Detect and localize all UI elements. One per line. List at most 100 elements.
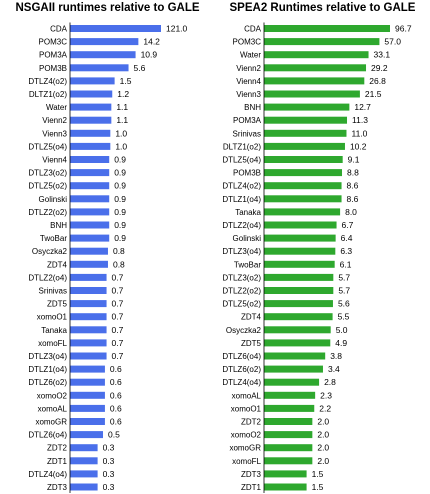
bar [70,260,108,268]
value-label: 0.8 [113,246,125,256]
category-label: ZDT3 [241,470,262,479]
value-label: 0.6 [110,377,122,387]
value-label: 8.6 [347,181,359,191]
bar [264,142,345,150]
bar [264,90,360,98]
category-label: ZDT2 [241,418,262,427]
nsgaii-chart-panel: NSGAII runtimes relative to GALE CDA 121.… [15,2,200,493]
category-label: xomoGR [35,418,67,427]
bar [70,64,129,72]
bar [70,90,113,98]
category-label: DTLZ5(o2) [28,182,67,191]
category-label: xomoO2 [231,431,262,440]
bar [264,313,333,321]
value-label: 0.7 [112,286,124,296]
bar [264,208,341,216]
bar [70,25,161,32]
category-label: ZDT3 [47,483,68,492]
bar [264,287,334,294]
value-label: 5.7 [338,272,350,282]
value-label: 6.7 [342,220,354,230]
category-label: DTLZ4(o4) [28,470,67,479]
category-label: DTLZ4(o2) [28,77,67,86]
bar [264,182,342,190]
category-label: DTLZ1(o4) [222,195,261,204]
bar [70,247,108,255]
category-label: xomoAL [232,391,262,400]
category-label: ZDT1 [47,457,68,466]
category-label: DTLZ2(o2) [222,287,261,296]
value-label: 0.6 [110,364,122,374]
category-label: DTLZ2(o2) [28,208,67,217]
bar [70,129,111,137]
bar [264,365,323,373]
value-label: 2.0 [317,430,329,440]
category-label: DTLZ6(o4) [28,431,67,440]
category-label: Vienn3 [236,90,261,99]
category-label: Osyczka2 [32,247,68,256]
value-label: 0.9 [114,194,126,204]
category-label: DTLZ6(o4) [222,352,261,361]
category-label: Tanaka [235,208,261,217]
value-label: 0.9 [114,181,126,191]
bar [264,25,390,32]
value-label: 11.3 [352,115,368,125]
category-label: Tanaka [41,326,67,335]
bar [264,51,369,59]
bar [264,352,326,360]
value-label: 5.5 [338,312,350,322]
value-label: 6.4 [341,233,353,243]
value-label: 8.6 [347,194,359,204]
category-label: DTLZ5(o4) [28,142,67,151]
value-label: 6.1 [340,259,352,269]
bar [70,273,107,281]
value-label: 0.7 [112,299,124,309]
value-label: 2.0 [317,417,329,427]
bar [70,51,136,59]
category-label: Vienn2 [42,116,67,125]
value-label: 10.9 [141,50,158,60]
bar [70,431,104,439]
bar [264,378,320,386]
bar [70,169,110,177]
category-label: DLTZ1(o2) [29,90,67,99]
category-label: DTLZ3(o2) [222,273,261,282]
category-label: DTLZ4(o4) [222,378,261,387]
bar [264,470,307,478]
category-label: Golinski [39,195,68,204]
value-label: 8.8 [347,168,359,178]
value-label: 0.7 [112,312,124,322]
bar [70,195,110,203]
bar [70,365,105,373]
category-label: DTLZ5(o4) [222,156,261,165]
category-label: DTLZ6(o2) [222,365,261,374]
category-label: POM3B [39,64,67,73]
bar [264,260,335,268]
value-label: 0.3 [103,456,115,466]
category-label: xomoO1 [37,313,68,322]
bar [264,103,350,111]
category-label: DTLZ3(o4) [28,352,67,361]
bar [264,195,342,203]
bar [264,247,336,255]
category-label: Golinski [233,234,262,243]
category-label: ZDT5 [241,339,262,348]
category-label: ZDT1 [241,483,262,492]
category-label: DTLZ1(o4) [28,365,67,374]
bar [264,431,313,439]
bar [264,234,336,242]
value-label: 0.9 [114,207,126,217]
value-label: 121.0 [166,24,188,34]
category-label: DTLZ2(o4) [28,273,67,282]
bar [70,116,112,124]
bar [70,103,112,111]
bar [264,326,331,334]
value-label: 8.0 [345,207,357,217]
value-label: 1.1 [116,102,128,112]
category-label: TwoBar [234,260,261,269]
category-label: Srinivas [39,287,67,296]
bar [70,391,105,399]
bar [70,182,110,190]
category-label: xomoAL [38,404,68,413]
bar [264,129,347,137]
